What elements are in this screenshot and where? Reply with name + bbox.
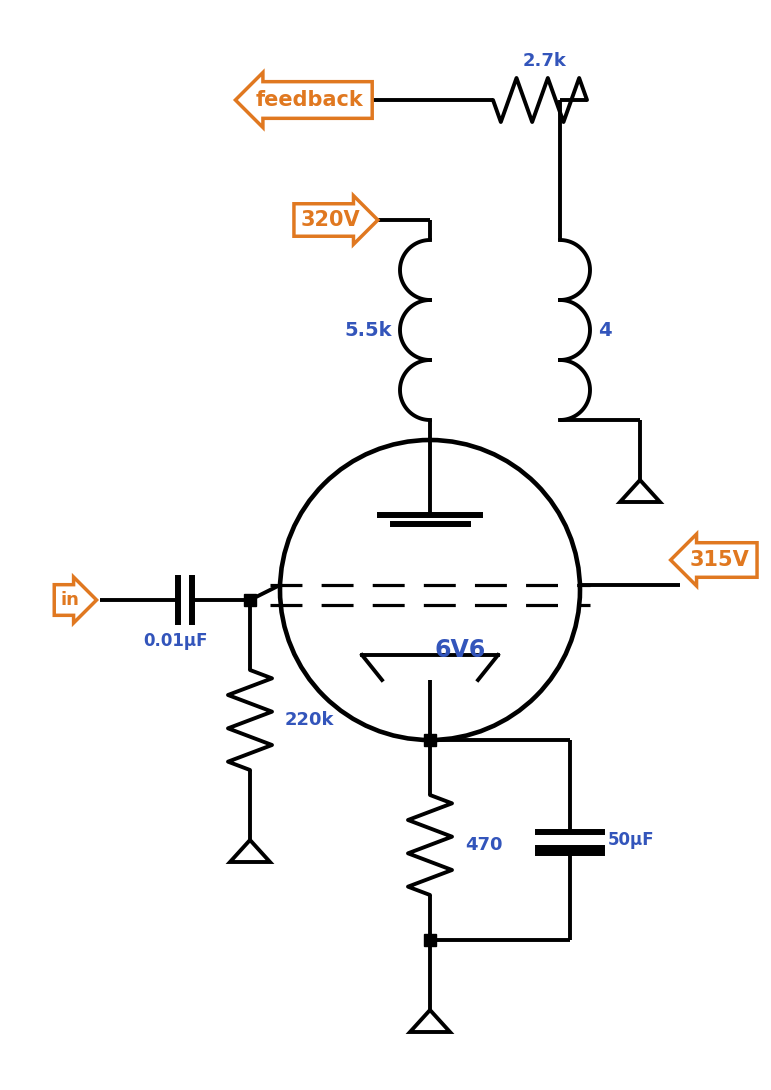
Text: 0.01μF: 0.01μF xyxy=(143,632,207,650)
Text: 470: 470 xyxy=(465,836,503,853)
Text: 315V: 315V xyxy=(690,550,749,570)
Text: 320V: 320V xyxy=(300,210,360,230)
Text: 4: 4 xyxy=(598,320,611,339)
Text: 5.5k: 5.5k xyxy=(345,320,392,339)
Text: 50μF: 50μF xyxy=(608,831,655,849)
Text: in: in xyxy=(61,591,79,609)
Text: 6V6: 6V6 xyxy=(434,638,486,662)
Text: feedback: feedback xyxy=(256,90,364,110)
Text: 220k: 220k xyxy=(285,711,335,729)
Text: 2.7k: 2.7k xyxy=(523,52,567,70)
